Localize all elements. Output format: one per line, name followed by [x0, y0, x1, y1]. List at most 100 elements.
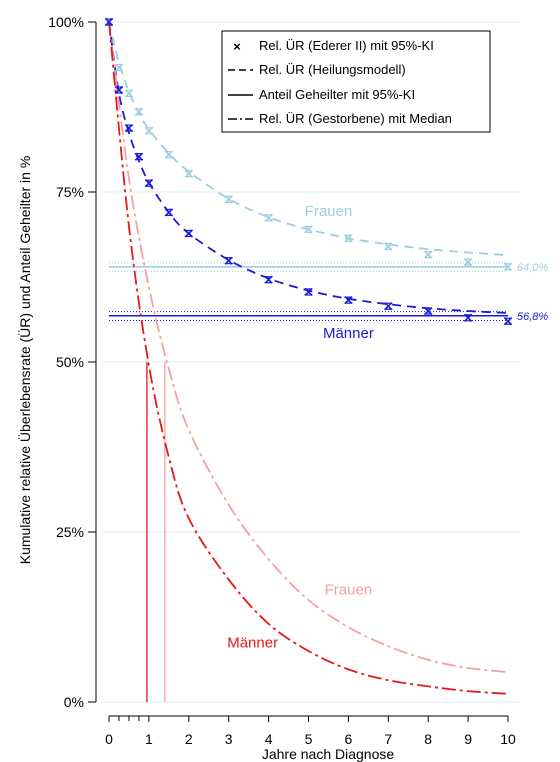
curve-label-maenner_dead: Männer: [227, 635, 278, 652]
point-cross: [344, 296, 353, 305]
x-tick-label: 2: [185, 731, 193, 747]
x-tick-label: 4: [265, 731, 273, 747]
legend-box: [221, 30, 491, 133]
ederer-point-frauen: [384, 242, 393, 251]
curve-label-maenner_survival: Männer: [323, 325, 374, 342]
point-cross: [144, 179, 153, 188]
point-cross: [264, 213, 273, 222]
point-cross: [464, 313, 473, 322]
axes: 0% 25% 50% 75% 100% 0 1 2 3 4 5 6 7 8 9 10: [48, 14, 516, 747]
point-cross: [464, 257, 473, 267]
y-tick-label: 100%: [48, 14, 84, 30]
point-cross: [344, 234, 353, 243]
ederer-point-frauen: [264, 213, 273, 222]
ederer-point-maenner: [464, 313, 473, 322]
y-axis-label: Kumulative relative Überlebensrate (ÜR) …: [16, 156, 33, 565]
legend: × Rel. ÜR (Ederer II) mit 95%-KI Rel. ÜR…: [221, 30, 491, 133]
curve-label-frauen_dead: Frauen: [325, 582, 373, 599]
point-cross: [304, 287, 313, 297]
point-cross: [224, 256, 233, 265]
point-cross: [384, 302, 393, 311]
legend-entry-cure-model: Rel. ÜR (Heilungsmodell): [228, 62, 406, 77]
y-tick-label: 75%: [56, 184, 84, 200]
x-tick-label: 9: [464, 731, 472, 747]
ederer-point-maenner: [304, 287, 313, 297]
point-cross: [114, 63, 124, 72]
dead-survival-curve-maenner: [108, 21, 509, 695]
curves: [108, 21, 509, 702]
cure-model-curve-frauen: [108, 21, 509, 257]
ederer-point-frauen: [503, 262, 513, 271]
y-tick-label: 0%: [64, 694, 84, 710]
point-cross: [134, 107, 143, 116]
x-tick-label: 0: [105, 731, 113, 747]
ederer-point-maenner: [164, 208, 173, 217]
ederer-points: [104, 17, 513, 326]
point-cross: [144, 126, 153, 135]
ederer-point-maenner: [104, 17, 114, 27]
ederer-point-frauen: [304, 225, 313, 234]
x-tick-label: 5: [305, 731, 313, 747]
point-cross: [114, 85, 124, 95]
ederer-point-frauen: [134, 107, 143, 116]
ederer-point-maenner: [344, 296, 353, 305]
legend-entry-ederer: × Rel. ÜR (Ederer II) mit 95%-KI: [233, 38, 434, 54]
legend-marker-x: ×: [233, 39, 241, 54]
ederer-point-maenner: [184, 229, 193, 238]
dead-survival-curve-frauen: [108, 21, 509, 673]
ederer-point-frauen: [184, 169, 193, 178]
point-cross: [104, 17, 114, 27]
ederer-point-maenner: [124, 124, 134, 133]
ederer-point-frauen: [424, 250, 433, 259]
ederer-point-frauen: [114, 63, 124, 72]
x-tick-label: 6: [345, 731, 353, 747]
cure-model-curve-maenner: [108, 21, 509, 314]
point-cross: [164, 208, 173, 217]
point-cross: [503, 262, 513, 271]
legend-label: Rel. ÜR (Heilungsmodell): [259, 62, 406, 77]
ederer-point-frauen: [164, 150, 173, 159]
ederer-point-maenner: [384, 302, 393, 311]
y-tick-label: 25%: [56, 524, 84, 540]
point-cross: [384, 242, 393, 251]
ederer-point-maenner: [134, 152, 143, 161]
point-cross: [304, 225, 313, 234]
point-cross: [264, 275, 273, 284]
ederer-point-frauen: [344, 234, 353, 243]
ederer-point-frauen: [464, 257, 473, 267]
legend-label: Anteil Geheilter mit 95%-KI: [259, 87, 415, 102]
point-cross: [503, 317, 513, 326]
x-tick-label: 1: [145, 731, 153, 747]
x-tick-label: 7: [384, 731, 392, 747]
ederer-point-maenner: [224, 256, 233, 265]
ederer-point-frauen: [124, 89, 134, 98]
point-cross: [124, 124, 134, 133]
point-cross: [134, 152, 143, 161]
ederer-point-maenner: [264, 275, 273, 284]
point-cross: [164, 150, 173, 159]
x-tick-label: 3: [225, 731, 233, 747]
point-cross: [184, 169, 193, 178]
ederer-point-maenner: [144, 179, 153, 188]
cured-fraction-label-maenner: 56,8%: [517, 311, 548, 323]
gridlines: [101, 21, 520, 703]
x-tick-label: 10: [500, 731, 516, 747]
cured-fraction-label-frauen: 64,0%: [517, 262, 548, 274]
point-cross: [424, 250, 433, 259]
x-axis-label: Jahre nach Diagnose: [262, 746, 395, 762]
y-tick-label: 50%: [56, 354, 84, 370]
legend-label: Rel. ÜR (Gestorbene) mit Median: [259, 111, 452, 126]
x-tick-label: 8: [424, 731, 432, 747]
ederer-point-frauen: [224, 195, 233, 204]
legend-label: Rel. ÜR (Ederer II) mit 95%-KI: [259, 38, 434, 53]
legend-entry-dead: Rel. ÜR (Gestorbene) mit Median: [228, 111, 452, 126]
legend-entry-cured: Anteil Geheilter mit 95%-KI: [228, 87, 415, 102]
ederer-point-frauen: [144, 126, 153, 135]
curve-labels: 64,0% 56,8% Frauen Männer Frauen Männer: [227, 203, 548, 652]
ederer-point-maenner: [503, 317, 513, 326]
point-cross: [124, 89, 134, 98]
point-cross: [424, 306, 433, 316]
ederer-point-maenner: [424, 306, 433, 316]
ederer-point-maenner: [114, 85, 124, 95]
